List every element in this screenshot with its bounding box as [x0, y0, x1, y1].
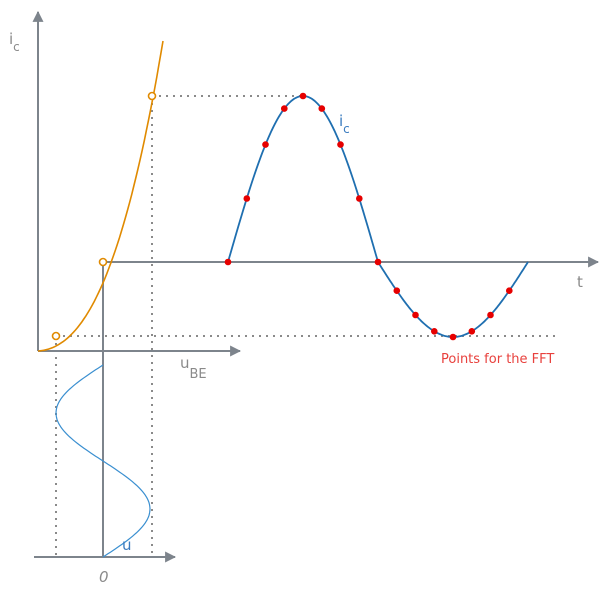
operating-point-marker	[98, 257, 108, 267]
t-axis-label: t	[577, 273, 583, 291]
fft-sample-point	[412, 311, 419, 319]
collector-current-waveform	[227, 95, 529, 338]
ic-curve-label: ic	[339, 112, 350, 136]
fft-sample-point	[487, 311, 494, 319]
fft-sample-point	[224, 258, 232, 266]
peak-point-marker	[147, 91, 157, 101]
fft-sample-point	[431, 328, 438, 335]
fft-sample-point	[468, 328, 476, 335]
transfer-characteristic-curve	[37, 40, 164, 352]
u-curve-label: u	[122, 536, 132, 554]
axes	[32, 10, 600, 563]
fft-sample-point	[281, 105, 288, 112]
fft-sample-point	[393, 287, 401, 295]
fft-sample-point	[318, 105, 326, 112]
characteristic-points	[51, 91, 157, 341]
fft-sample-points	[224, 92, 513, 341]
trough-point-marker	[51, 331, 61, 341]
fft-sample-point	[356, 195, 363, 202]
input-voltage-waveform	[55, 364, 151, 558]
fft-sample-point	[337, 141, 344, 148]
fft-sample-point	[243, 195, 251, 202]
fft-note: Points for the FFT	[441, 352, 554, 367]
fft-sample-point	[299, 92, 307, 100]
fft-sample-point	[506, 287, 513, 295]
fft-sample-point	[374, 258, 382, 266]
origin-label: 0	[99, 568, 109, 586]
fft-sample-point	[262, 141, 269, 148]
ic-axis-label: ic	[9, 30, 20, 54]
fft-sample-point	[449, 333, 457, 341]
ube-axis-label: uBE	[180, 354, 207, 382]
projection-lines	[55, 95, 555, 557]
